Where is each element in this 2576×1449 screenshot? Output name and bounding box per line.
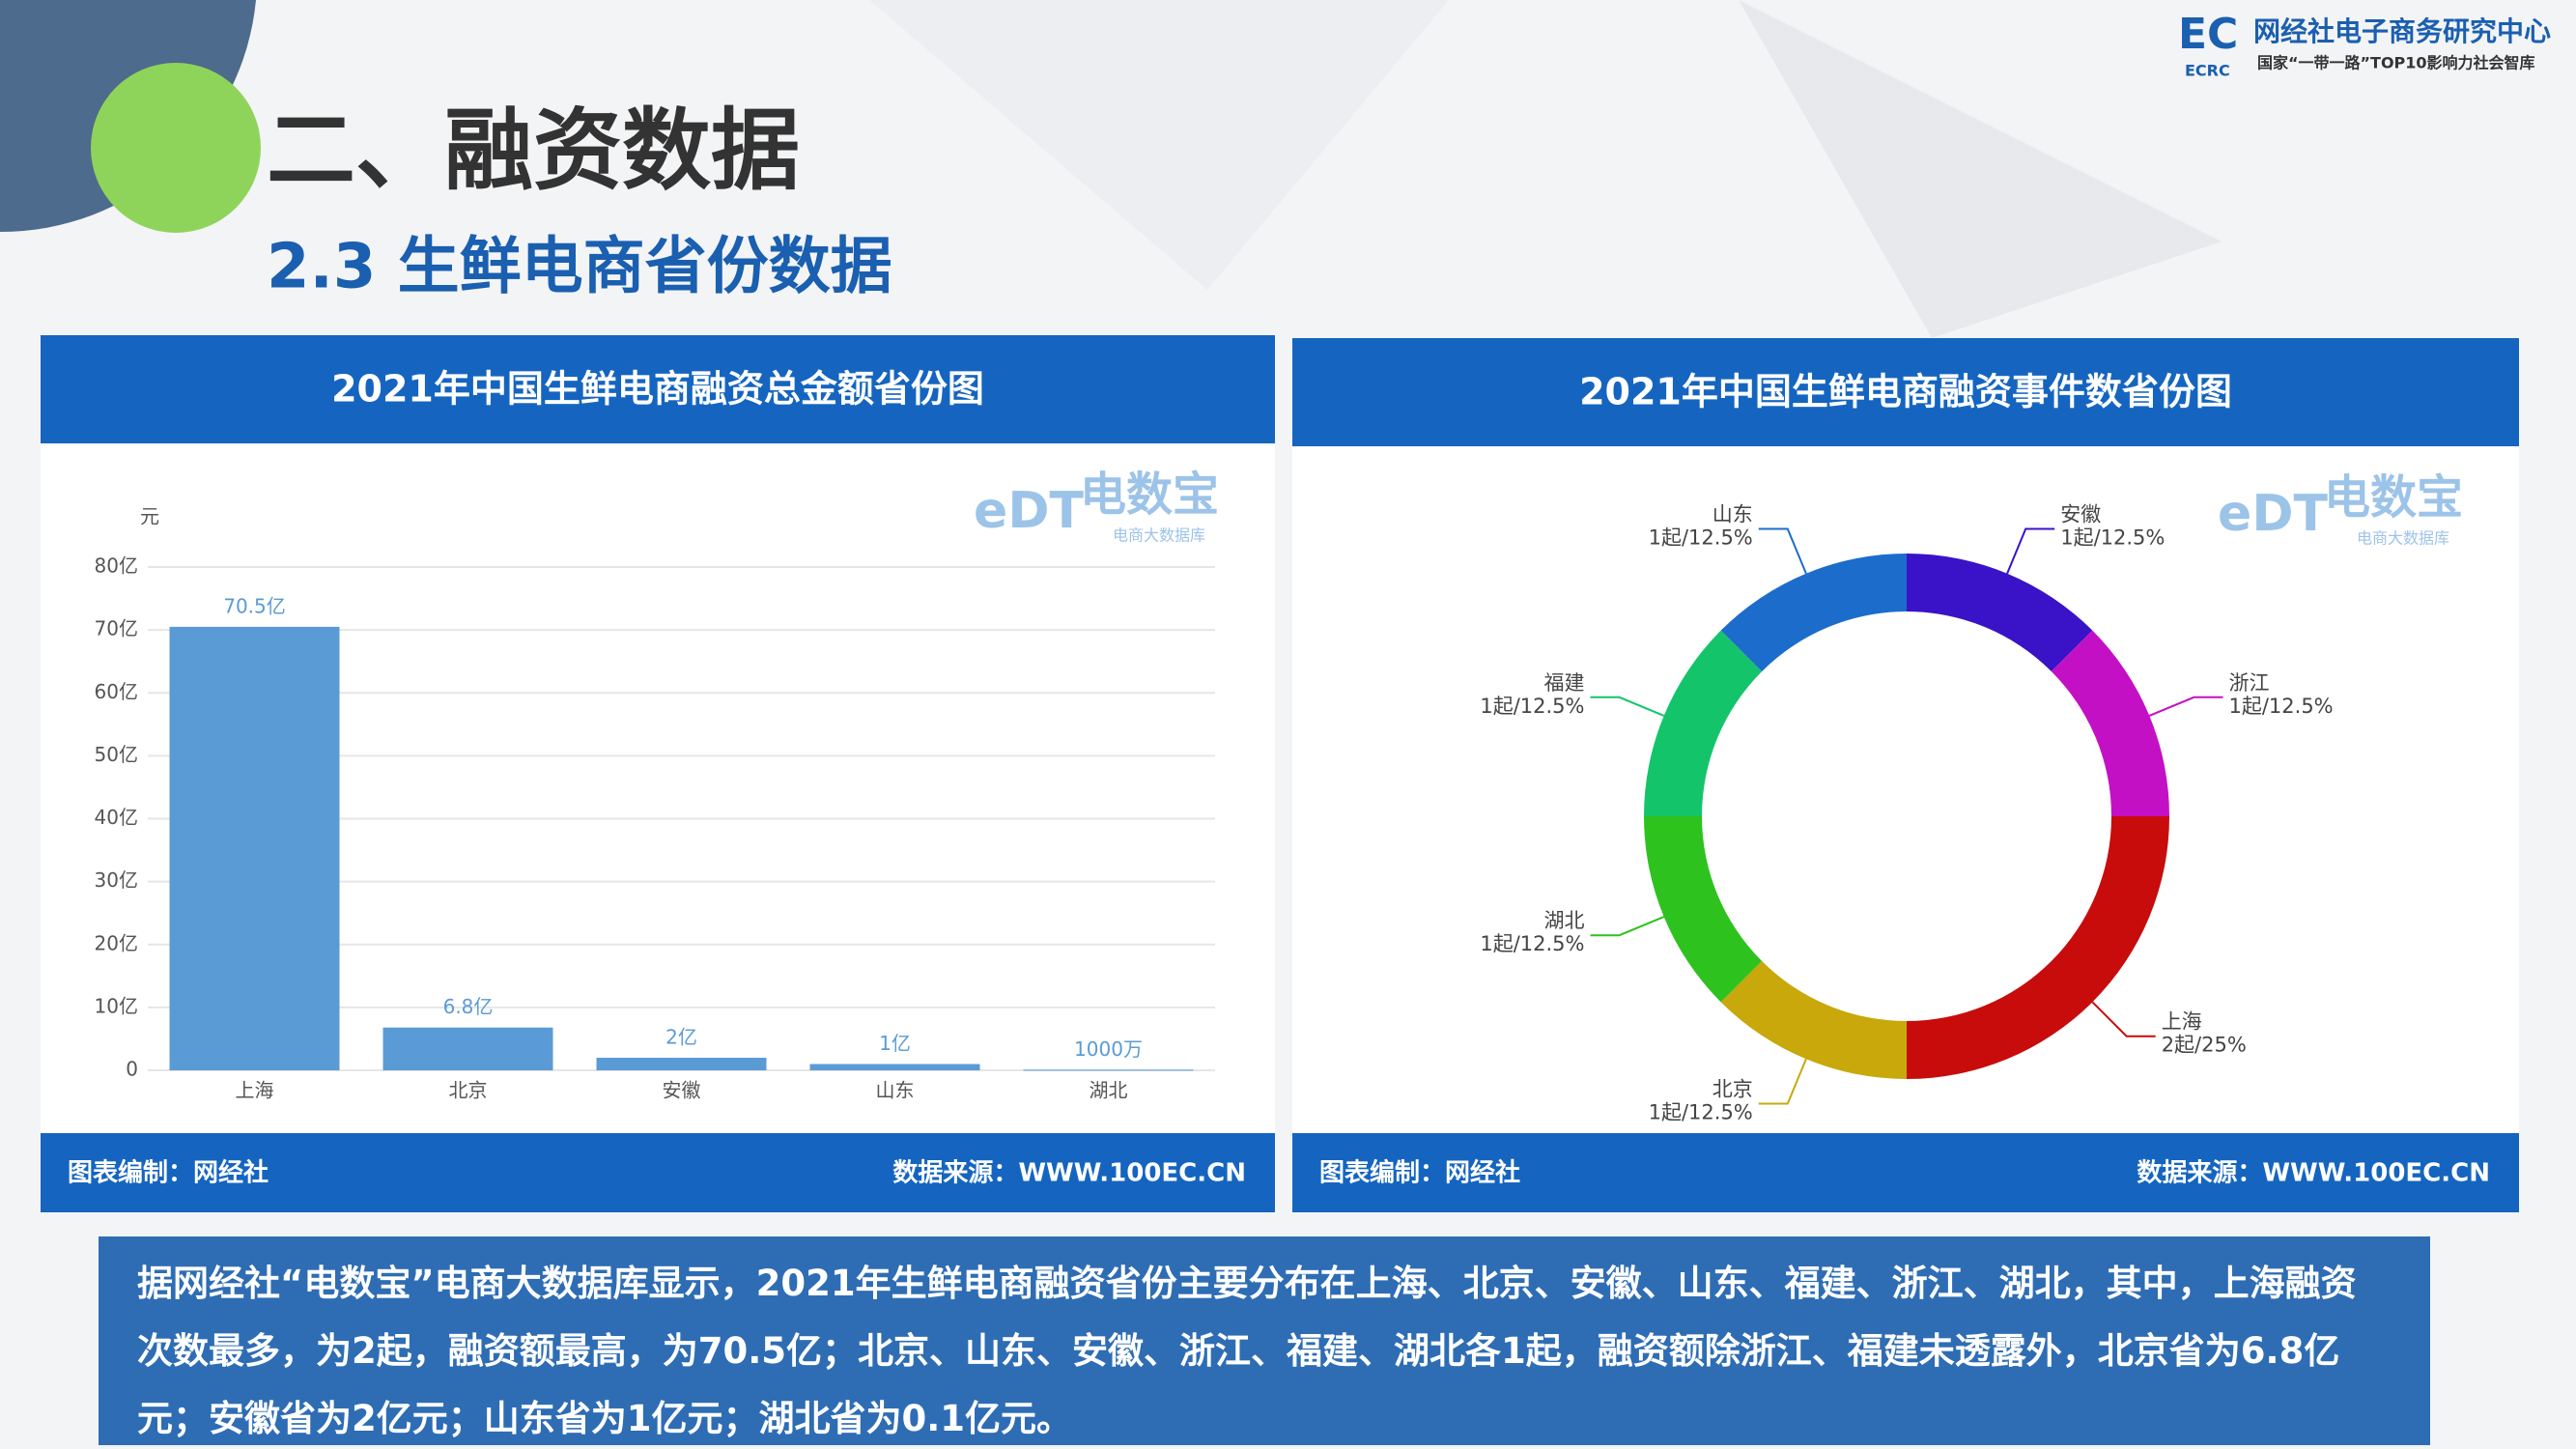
panel	[1292, 338, 2519, 1212]
y-tick-label: 70亿	[95, 617, 138, 640]
y-tick-label: 0	[126, 1058, 138, 1081]
logo-tagline: 国家“一带一路”TOP10影响力社会智库	[2257, 54, 2535, 72]
value-label: 1000万	[1074, 1037, 1143, 1061]
panel-header	[1292, 338, 2519, 446]
y-tick-label: 40亿	[95, 806, 138, 829]
x-tick-label: 安徽	[663, 1079, 701, 1102]
logo-name: 网经社电子商务研究中心	[2253, 15, 2551, 47]
watermark: 电数宝	[2324, 470, 2463, 525]
bar	[1023, 1069, 1194, 1071]
footer-left: 图表编制：网经社	[1319, 1158, 1520, 1188]
donut-segment	[1644, 816, 1763, 1003]
footer-right: 数据来源：WWW.100EC.CN	[2137, 1159, 2490, 1188]
segment-label: 1起/12.5%	[1480, 695, 1584, 718]
donut-segment	[1720, 960, 1907, 1079]
y-tick-label: 60亿	[95, 680, 138, 703]
panel-footer	[1292, 1133, 2519, 1212]
y-tick-label: 30亿	[95, 868, 138, 892]
y-tick-label: 10亿	[95, 994, 138, 1017]
leader-line	[2006, 527, 2055, 575]
leader-line	[1758, 1058, 1807, 1105]
watermark-icon: eDT	[2218, 485, 2328, 543]
y-tick-label: 80亿	[95, 554, 138, 578]
bg-shape	[1739, 0, 2222, 338]
value-label: 6.8亿	[443, 995, 494, 1018]
bar	[169, 626, 340, 1070]
bg-shape	[869, 0, 1449, 290]
panel-title: 2021年中国生鲜电商融资事件数省份图	[1579, 371, 2232, 413]
segment-name: 湖北	[1544, 909, 1585, 932]
segment-label: 1起/12.5%	[1649, 526, 1753, 550]
x-tick-label: 上海	[236, 1079, 274, 1102]
watermark-sub: 电商大数据库	[2357, 529, 2449, 548]
slide-subtitle: 2.3 生鲜电商省份数据	[267, 232, 892, 303]
leader-line	[2091, 1001, 2156, 1037]
footer-right: 数据来源：WWW.100EC.CN	[892, 1159, 1246, 1188]
description: 据网经社“电数宝”电商大数据库显示，2021年生鲜电商融资省份主要分布在上海、北…	[99, 1236, 2430, 1445]
green-circle	[91, 63, 261, 233]
x-tick-label: 北京	[449, 1079, 488, 1102]
x-tick-label: 湖北	[1090, 1079, 1128, 1102]
y-axis-label: 元	[140, 505, 159, 528]
panel-footer	[41, 1133, 1275, 1212]
leader-line	[1590, 696, 1665, 717]
value-label: 2亿	[665, 1025, 697, 1048]
segment-label: 2起/25%	[2162, 1034, 2247, 1057]
y-tick-label: 20亿	[95, 931, 138, 954]
bar	[382, 1027, 553, 1070]
x-tick-label: 山东	[876, 1079, 915, 1102]
segment-name: 安徽	[2060, 503, 2101, 526]
bar	[596, 1057, 767, 1070]
value-label: 1亿	[879, 1032, 911, 1055]
logo-icon: EC	[2178, 10, 2238, 59]
watermark-icon: eDT	[974, 482, 1084, 540]
bar	[809, 1064, 980, 1070]
leader-line	[1590, 916, 1665, 937]
panel-header	[41, 335, 1275, 443]
segment-label: 1起/12.5%	[1649, 1100, 1753, 1123]
segment-label: 1起/12.5%	[1480, 932, 1584, 955]
donut-segment	[1720, 554, 1907, 672]
segment-name: 福建	[1544, 671, 1585, 695]
donut-segment	[1907, 554, 2093, 672]
segment-name: 上海	[2162, 1010, 2202, 1034]
segment-name: 北京	[1713, 1077, 1753, 1100]
donut-segment	[2051, 630, 2169, 816]
value-label: 70.5亿	[223, 594, 286, 617]
panel-title: 2021年中国生鲜电商融资总金额省份图	[331, 368, 984, 411]
segment-label: 1起/12.5%	[2060, 526, 2165, 550]
segment-name: 山东	[1713, 503, 1753, 526]
watermark: 电数宝	[1080, 468, 1219, 522]
leader-line	[1758, 527, 1807, 575]
y-tick-label: 50亿	[95, 743, 138, 766]
footer-left: 图表编制：网经社	[68, 1158, 269, 1188]
donut-segment	[1644, 630, 1763, 816]
slide-title: 二、融资数据	[267, 99, 800, 202]
leader-line	[2148, 696, 2223, 717]
donut-segment	[1907, 816, 2169, 1079]
segment-label: 1起/12.5%	[2228, 695, 2333, 718]
logo-mark: ECRC	[2185, 62, 2230, 80]
watermark-sub: 电商大数据库	[1113, 526, 1205, 545]
segment-name: 浙江	[2228, 671, 2269, 695]
